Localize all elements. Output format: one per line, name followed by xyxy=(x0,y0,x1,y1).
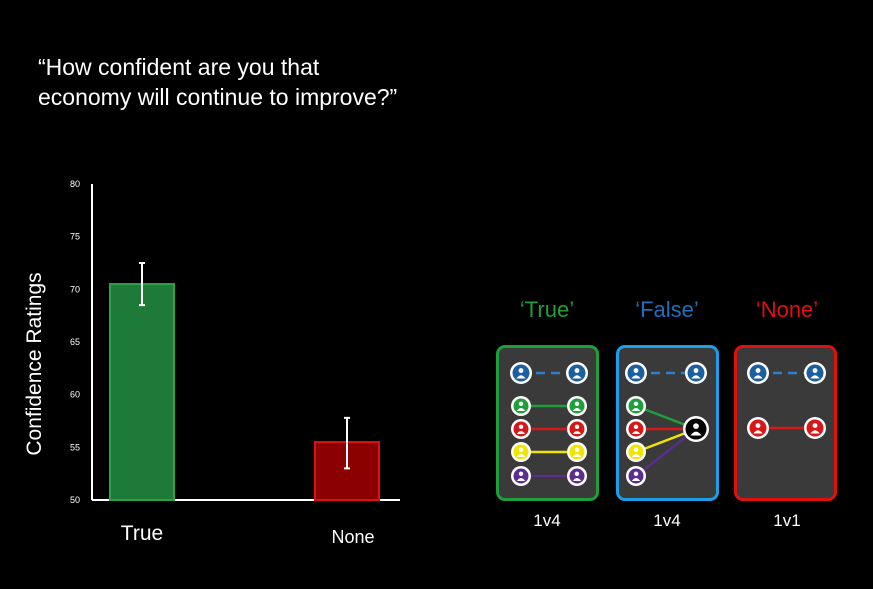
panel-false-network xyxy=(616,345,719,501)
y-tick-label: 75 xyxy=(70,232,80,242)
y-tick-label: 60 xyxy=(70,390,80,400)
panel-caption-none: 1v1 xyxy=(773,511,801,530)
y-tick-label: 70 xyxy=(70,284,80,294)
panel-caption-true: 1v4 xyxy=(533,511,561,530)
panel-title-true: ‘True’ xyxy=(519,297,575,322)
panel-title-false: ‘False’ xyxy=(635,297,699,322)
y-tick-label: 65 xyxy=(70,337,80,347)
y-tick-label: 50 xyxy=(70,495,80,505)
panel-title-none: ‘None’ xyxy=(755,297,819,322)
y-axis-label: Confidence Ratings xyxy=(23,272,46,455)
panel-true-network xyxy=(496,345,599,501)
panel-caption-false: 1v4 xyxy=(653,511,681,530)
x-tick-label: True xyxy=(121,522,163,545)
y-tick-label: 55 xyxy=(70,442,80,452)
question-text: “How confident are you that economy will… xyxy=(38,54,398,110)
y-tick-label: 80 xyxy=(70,179,80,189)
x-tick-label: None xyxy=(331,527,374,547)
panel-none-network xyxy=(734,345,837,501)
bar-true xyxy=(109,283,175,502)
